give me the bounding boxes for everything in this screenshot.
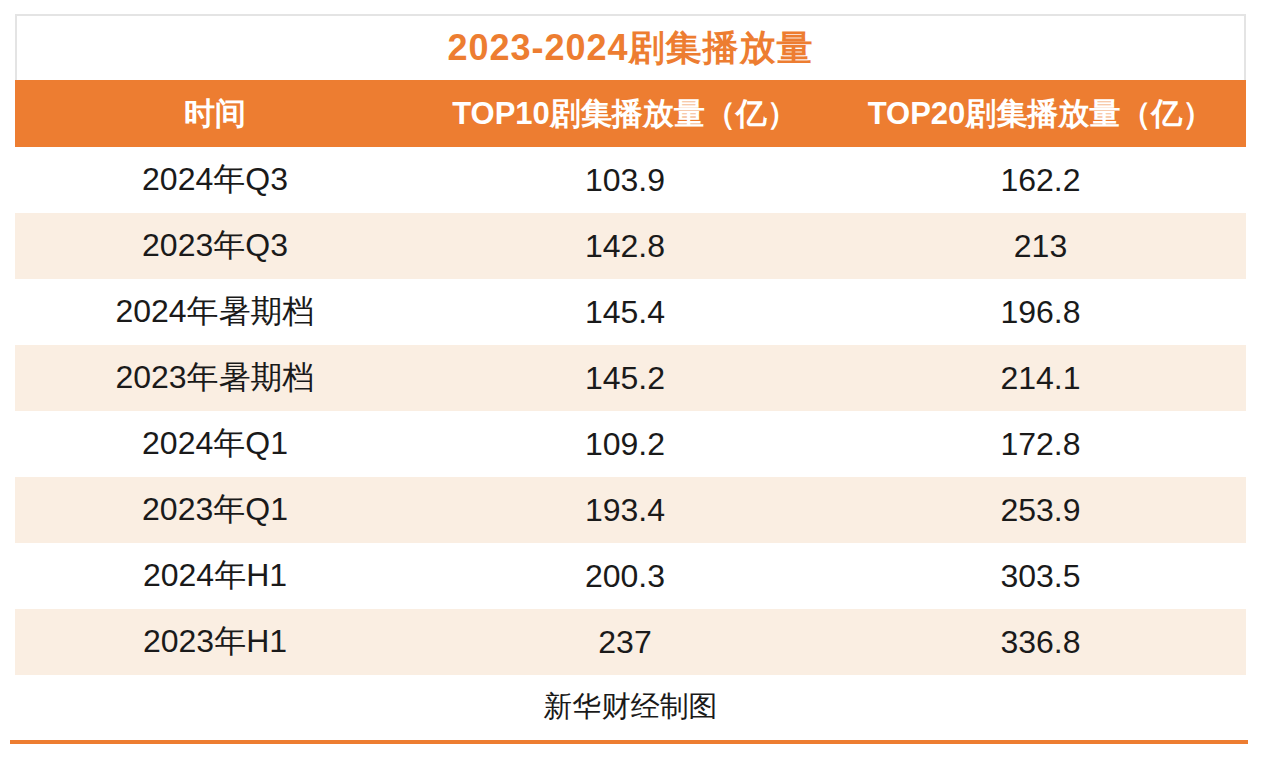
table-header-row: 时间 TOP10剧集播放量（亿） TOP20剧集播放量（亿）: [15, 80, 1246, 147]
row-top20-value: 196.8: [835, 294, 1246, 331]
table-title: 2023-2024剧集播放量: [447, 24, 813, 73]
row-period: 2024年Q3: [15, 158, 415, 202]
row-top10-value: 200.3: [415, 558, 835, 595]
source-attribution: 新华财经制图: [544, 687, 718, 727]
row-top20-value: 213: [835, 228, 1246, 265]
row-period: 2023年Q3: [15, 224, 415, 268]
row-period: 2023年Q1: [15, 488, 415, 532]
table-row: 2024年H1 200.3 303.5: [15, 543, 1246, 609]
row-top10-value: 145.2: [415, 360, 835, 397]
table-row: 2023年暑期档 145.2 214.1: [15, 345, 1246, 411]
row-top10-value: 193.4: [415, 492, 835, 529]
header-time: 时间: [15, 93, 415, 135]
row-top10-value: 103.9: [415, 162, 835, 199]
table-row: 2023年H1 237 336.8: [15, 609, 1246, 675]
header-top10: TOP10剧集播放量（亿）: [415, 93, 835, 135]
row-top20-value: 214.1: [835, 360, 1246, 397]
row-top20-value: 336.8: [835, 624, 1246, 661]
table-row: 2024年Q1 109.2 172.8: [15, 411, 1246, 477]
table-row: 2024年暑期档 145.4 196.8: [15, 279, 1246, 345]
drama-playback-table: 2023-2024剧集播放量 时间 TOP10剧集播放量（亿） TOP20剧集播…: [15, 14, 1246, 738]
table-row: 2023年Q3 142.8 213: [15, 213, 1246, 279]
table-title-block: 2023-2024剧集播放量: [15, 14, 1246, 80]
source-attribution-row: 新华财经制图: [15, 675, 1246, 738]
row-top10-value: 109.2: [415, 426, 835, 463]
row-period: 2023年H1: [15, 620, 415, 664]
row-top10-value: 237: [415, 624, 835, 661]
row-top20-value: 303.5: [835, 558, 1246, 595]
row-top10-value: 142.8: [415, 228, 835, 265]
row-top10-value: 145.4: [415, 294, 835, 331]
bottom-orange-rule: [10, 740, 1248, 744]
row-top20-value: 162.2: [835, 162, 1246, 199]
header-top20: TOP20剧集播放量（亿）: [835, 93, 1246, 135]
table-row: 2023年Q1 193.4 253.9: [15, 477, 1246, 543]
table-row: 2024年Q3 103.9 162.2: [15, 147, 1246, 213]
row-top20-value: 172.8: [835, 426, 1246, 463]
row-top20-value: 253.9: [835, 492, 1246, 529]
row-period: 2023年暑期档: [15, 356, 415, 400]
row-period: 2024年暑期档: [15, 290, 415, 334]
row-period: 2024年Q1: [15, 422, 415, 466]
row-period: 2024年H1: [15, 554, 415, 598]
